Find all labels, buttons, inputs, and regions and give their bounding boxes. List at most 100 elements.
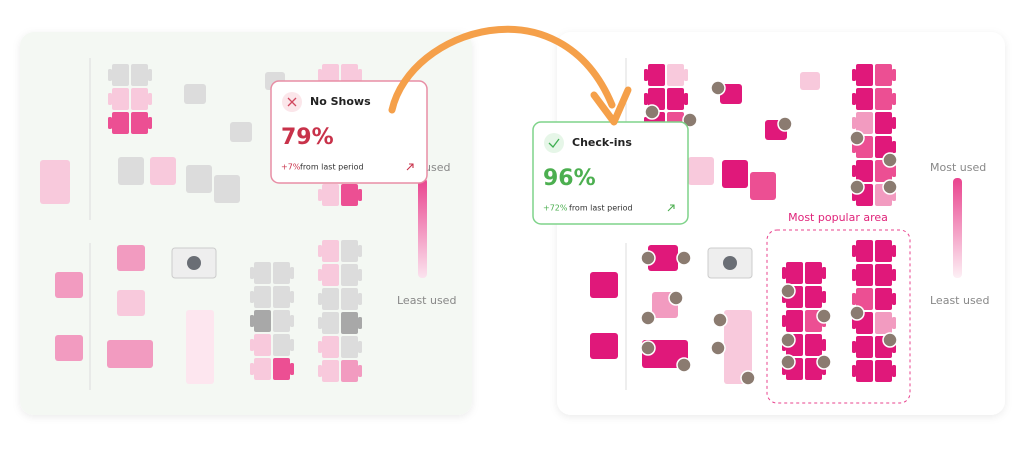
chair — [782, 267, 786, 279]
avatar — [780, 283, 796, 299]
desk — [856, 88, 873, 110]
desk — [688, 157, 714, 185]
chair — [892, 117, 896, 129]
desk — [131, 112, 148, 134]
booth-dot — [187, 256, 201, 270]
area-label: Most popular area — [788, 211, 888, 224]
chair — [148, 69, 152, 81]
desk — [322, 336, 339, 358]
chair — [684, 69, 688, 81]
chair — [358, 293, 362, 305]
chair — [684, 93, 688, 105]
chair — [250, 339, 254, 351]
legend-bottom: Least used — [397, 294, 456, 307]
desk — [590, 272, 618, 298]
avatar — [780, 354, 796, 370]
desk — [805, 262, 822, 284]
avatar — [640, 250, 656, 266]
avatar — [777, 116, 793, 132]
avatar — [882, 152, 898, 168]
legend-top: used — [424, 161, 450, 174]
desk — [856, 288, 873, 310]
legend-bar — [953, 178, 962, 278]
desk — [273, 262, 290, 284]
chair — [108, 69, 112, 81]
card-value: 96% — [543, 166, 596, 191]
desk — [131, 64, 148, 86]
desk — [273, 286, 290, 308]
desk — [875, 64, 892, 86]
desk — [875, 264, 892, 286]
desk — [875, 112, 892, 134]
desk — [341, 312, 358, 334]
chair — [852, 69, 856, 81]
chair — [108, 93, 112, 105]
desk — [273, 334, 290, 356]
chair — [250, 291, 254, 303]
avatar — [849, 305, 865, 321]
chair — [892, 141, 896, 153]
desk — [112, 88, 129, 110]
desk — [254, 334, 271, 356]
desk — [786, 262, 803, 284]
desk — [667, 88, 684, 110]
chair — [852, 117, 856, 129]
chair — [290, 267, 294, 279]
desk — [112, 112, 129, 134]
avatar — [849, 130, 865, 146]
transition-arrow — [388, 25, 616, 114]
desk — [856, 360, 873, 382]
desk — [131, 88, 148, 110]
avatar — [740, 370, 756, 386]
chair — [148, 117, 152, 129]
desk — [184, 84, 206, 104]
avatar — [849, 179, 865, 195]
desk — [214, 175, 240, 203]
chair — [250, 267, 254, 279]
desk — [875, 312, 892, 334]
popular-area — [766, 229, 911, 404]
desk — [341, 288, 358, 310]
desk — [648, 64, 665, 86]
desk — [341, 240, 358, 262]
avatar — [882, 179, 898, 195]
chair — [358, 245, 362, 257]
desk — [856, 64, 873, 86]
chair — [892, 293, 896, 305]
chair — [250, 315, 254, 327]
chair — [822, 339, 826, 351]
desk — [117, 290, 145, 316]
desk — [55, 272, 83, 298]
chair — [892, 69, 896, 81]
desk — [322, 312, 339, 334]
desk — [341, 184, 358, 206]
desk — [722, 160, 748, 188]
avatar — [682, 112, 698, 128]
chair — [250, 363, 254, 375]
chair — [644, 93, 648, 105]
chair — [782, 315, 786, 327]
desk — [186, 310, 214, 384]
desk — [786, 310, 803, 332]
chair — [318, 341, 322, 353]
desk — [55, 335, 83, 361]
chair — [358, 269, 362, 281]
chair — [290, 363, 294, 375]
booth-dot — [723, 256, 737, 270]
chair — [318, 269, 322, 281]
arrow-head — [590, 86, 632, 126]
desk — [648, 245, 678, 271]
chair — [358, 189, 362, 201]
desk — [875, 240, 892, 262]
chair — [318, 293, 322, 305]
desk — [856, 336, 873, 358]
legend-bar — [418, 178, 427, 278]
desk — [186, 165, 212, 193]
desk — [40, 160, 70, 204]
desk — [805, 286, 822, 308]
card-title: No Shows — [310, 95, 371, 108]
avatar — [676, 357, 692, 373]
desk — [254, 286, 271, 308]
desk — [322, 360, 339, 382]
